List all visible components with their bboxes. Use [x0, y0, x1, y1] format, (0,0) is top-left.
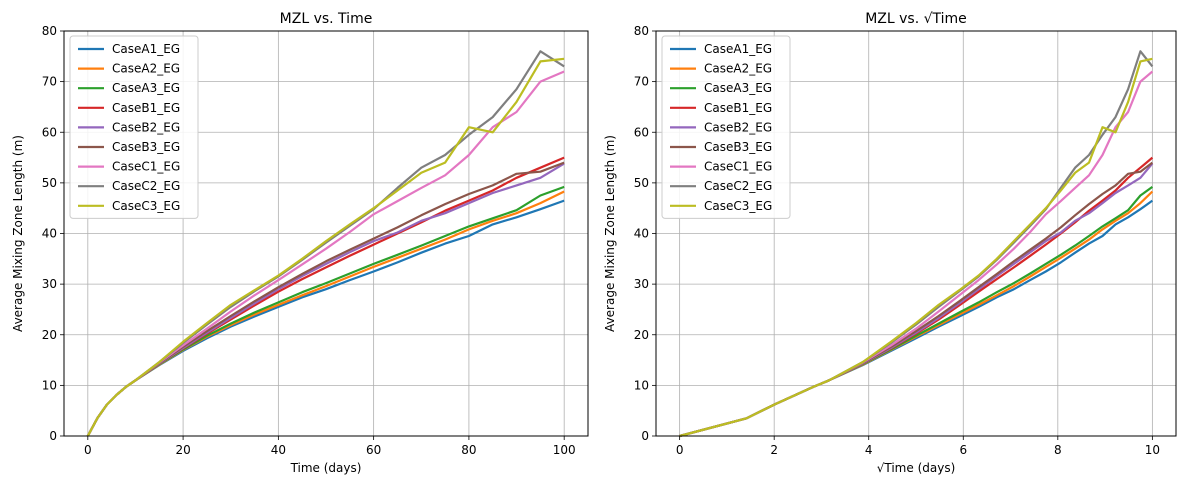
legend-entry: CaseC3_EG — [704, 199, 772, 213]
series-line-CaseA1_EG — [86, 199, 565, 437]
legend-entry: CaseB3_EG — [704, 140, 772, 154]
x-tick-label: 100 — [553, 443, 576, 457]
legend-entry: CaseC1_EG — [704, 160, 772, 174]
legend-entry: CaseA3_EG — [704, 81, 772, 95]
x-tick-label: 80 — [461, 443, 476, 457]
x-tick-label: 60 — [366, 443, 381, 457]
y-tick-label: 40 — [634, 227, 649, 241]
legend-entry: CaseC1_EG — [112, 160, 180, 174]
legend: CaseA1_EG CaseA2_EG CaseA3_EG CaseB1_EG Case… — [661, 35, 791, 219]
y-tick-label: 70 — [42, 75, 57, 89]
y-tick-label: 20 — [634, 328, 649, 342]
y-tick-label: 20 — [42, 328, 57, 342]
series-line-CaseA3_EG — [679, 186, 1154, 438]
chart-title: MZL vs. Time — [280, 11, 373, 27]
legend-entry: CaseB2_EG — [112, 120, 180, 134]
y-axis-label: Average Mixing Zone Length (m) — [603, 135, 617, 332]
x-tick-label: 2 — [770, 443, 778, 457]
axis-ticks: 0 20 40 60 80 100 0 10 20 30 40 50 60 70 80 — [42, 24, 576, 457]
y-tick-label: 80 — [634, 24, 649, 38]
series-line-CaseA2_EG — [679, 190, 1154, 438]
x-tick-label: 4 — [865, 443, 873, 457]
x-tick-label: 0 — [676, 443, 684, 457]
y-tick-label: 80 — [42, 24, 57, 38]
chart-title: MZL vs. √Time — [865, 11, 967, 27]
legend-entry: CaseA1_EG — [112, 42, 180, 56]
legend-box — [661, 35, 791, 219]
y-tick-label: 30 — [42, 277, 57, 291]
x-tick-label: 8 — [1054, 443, 1062, 457]
x-tick-label: 6 — [959, 443, 967, 457]
y-tick-label: 50 — [42, 176, 57, 190]
x-axis-label: √Time (days) — [877, 461, 956, 475]
legend-entry: CaseB1_EG — [112, 101, 180, 115]
chart-panel-sqrt-time: 0 2 4 6 8 10 0 10 20 30 40 50 60 70 80 MZL vs. √Time √… — [603, 11, 1177, 475]
legend-entry: CaseA2_EG — [112, 62, 180, 76]
y-tick-label: 50 — [634, 176, 649, 190]
x-tick-label: 0 — [84, 443, 92, 457]
x-tick-label: 40 — [271, 443, 286, 457]
legend-entry: CaseC2_EG — [704, 179, 772, 193]
series-line-CaseC3_EG — [679, 57, 1153, 438]
legend-entry: CaseB1_EG — [704, 101, 772, 115]
series-lines — [86, 50, 565, 437]
axis-ticks: 0 2 4 6 8 10 0 10 20 30 40 50 60 70 80 — [634, 24, 1160, 457]
y-tick-label: 60 — [42, 125, 57, 139]
series-line-CaseA1_EG — [679, 199, 1154, 438]
legend: CaseA1_EG CaseA2_EG CaseA3_EG CaseB1_EG Case… — [69, 35, 199, 219]
legend-box — [69, 35, 199, 219]
y-tick-label: 30 — [634, 277, 649, 291]
legend-entry: CaseC3_EG — [112, 199, 180, 213]
x-tick-label: 20 — [175, 443, 190, 457]
chart-panel-time: 0 20 40 60 80 100 0 10 20 30 40 50 60 70 80 MZL vs. Ti… — [11, 11, 589, 475]
y-axis-label: Average Mixing Zone Length (m) — [11, 135, 25, 332]
x-tick-label: 10 — [1145, 443, 1160, 457]
y-tick-label: 60 — [634, 125, 649, 139]
legend-entry: CaseB3_EG — [112, 140, 180, 154]
y-tick-label: 70 — [634, 75, 649, 89]
legend-entry: CaseA3_EG — [112, 81, 180, 95]
legend-entry: CaseC2_EG — [112, 179, 180, 193]
y-tick-label: 0 — [641, 429, 649, 443]
series-line-CaseC3_EG — [86, 57, 565, 437]
y-tick-label: 40 — [42, 227, 57, 241]
y-tick-label: 10 — [634, 378, 649, 392]
series-line-CaseA2_EG — [86, 190, 565, 437]
y-tick-label: 10 — [42, 378, 57, 392]
legend-entry: CaseA1_EG — [704, 42, 772, 56]
x-axis-label: Time (days) — [290, 461, 362, 475]
series-lines — [679, 50, 1154, 438]
legend-entry: CaseA2_EG — [704, 62, 772, 76]
y-tick-label: 0 — [49, 429, 57, 443]
legend-entry: CaseB2_EG — [704, 120, 772, 134]
